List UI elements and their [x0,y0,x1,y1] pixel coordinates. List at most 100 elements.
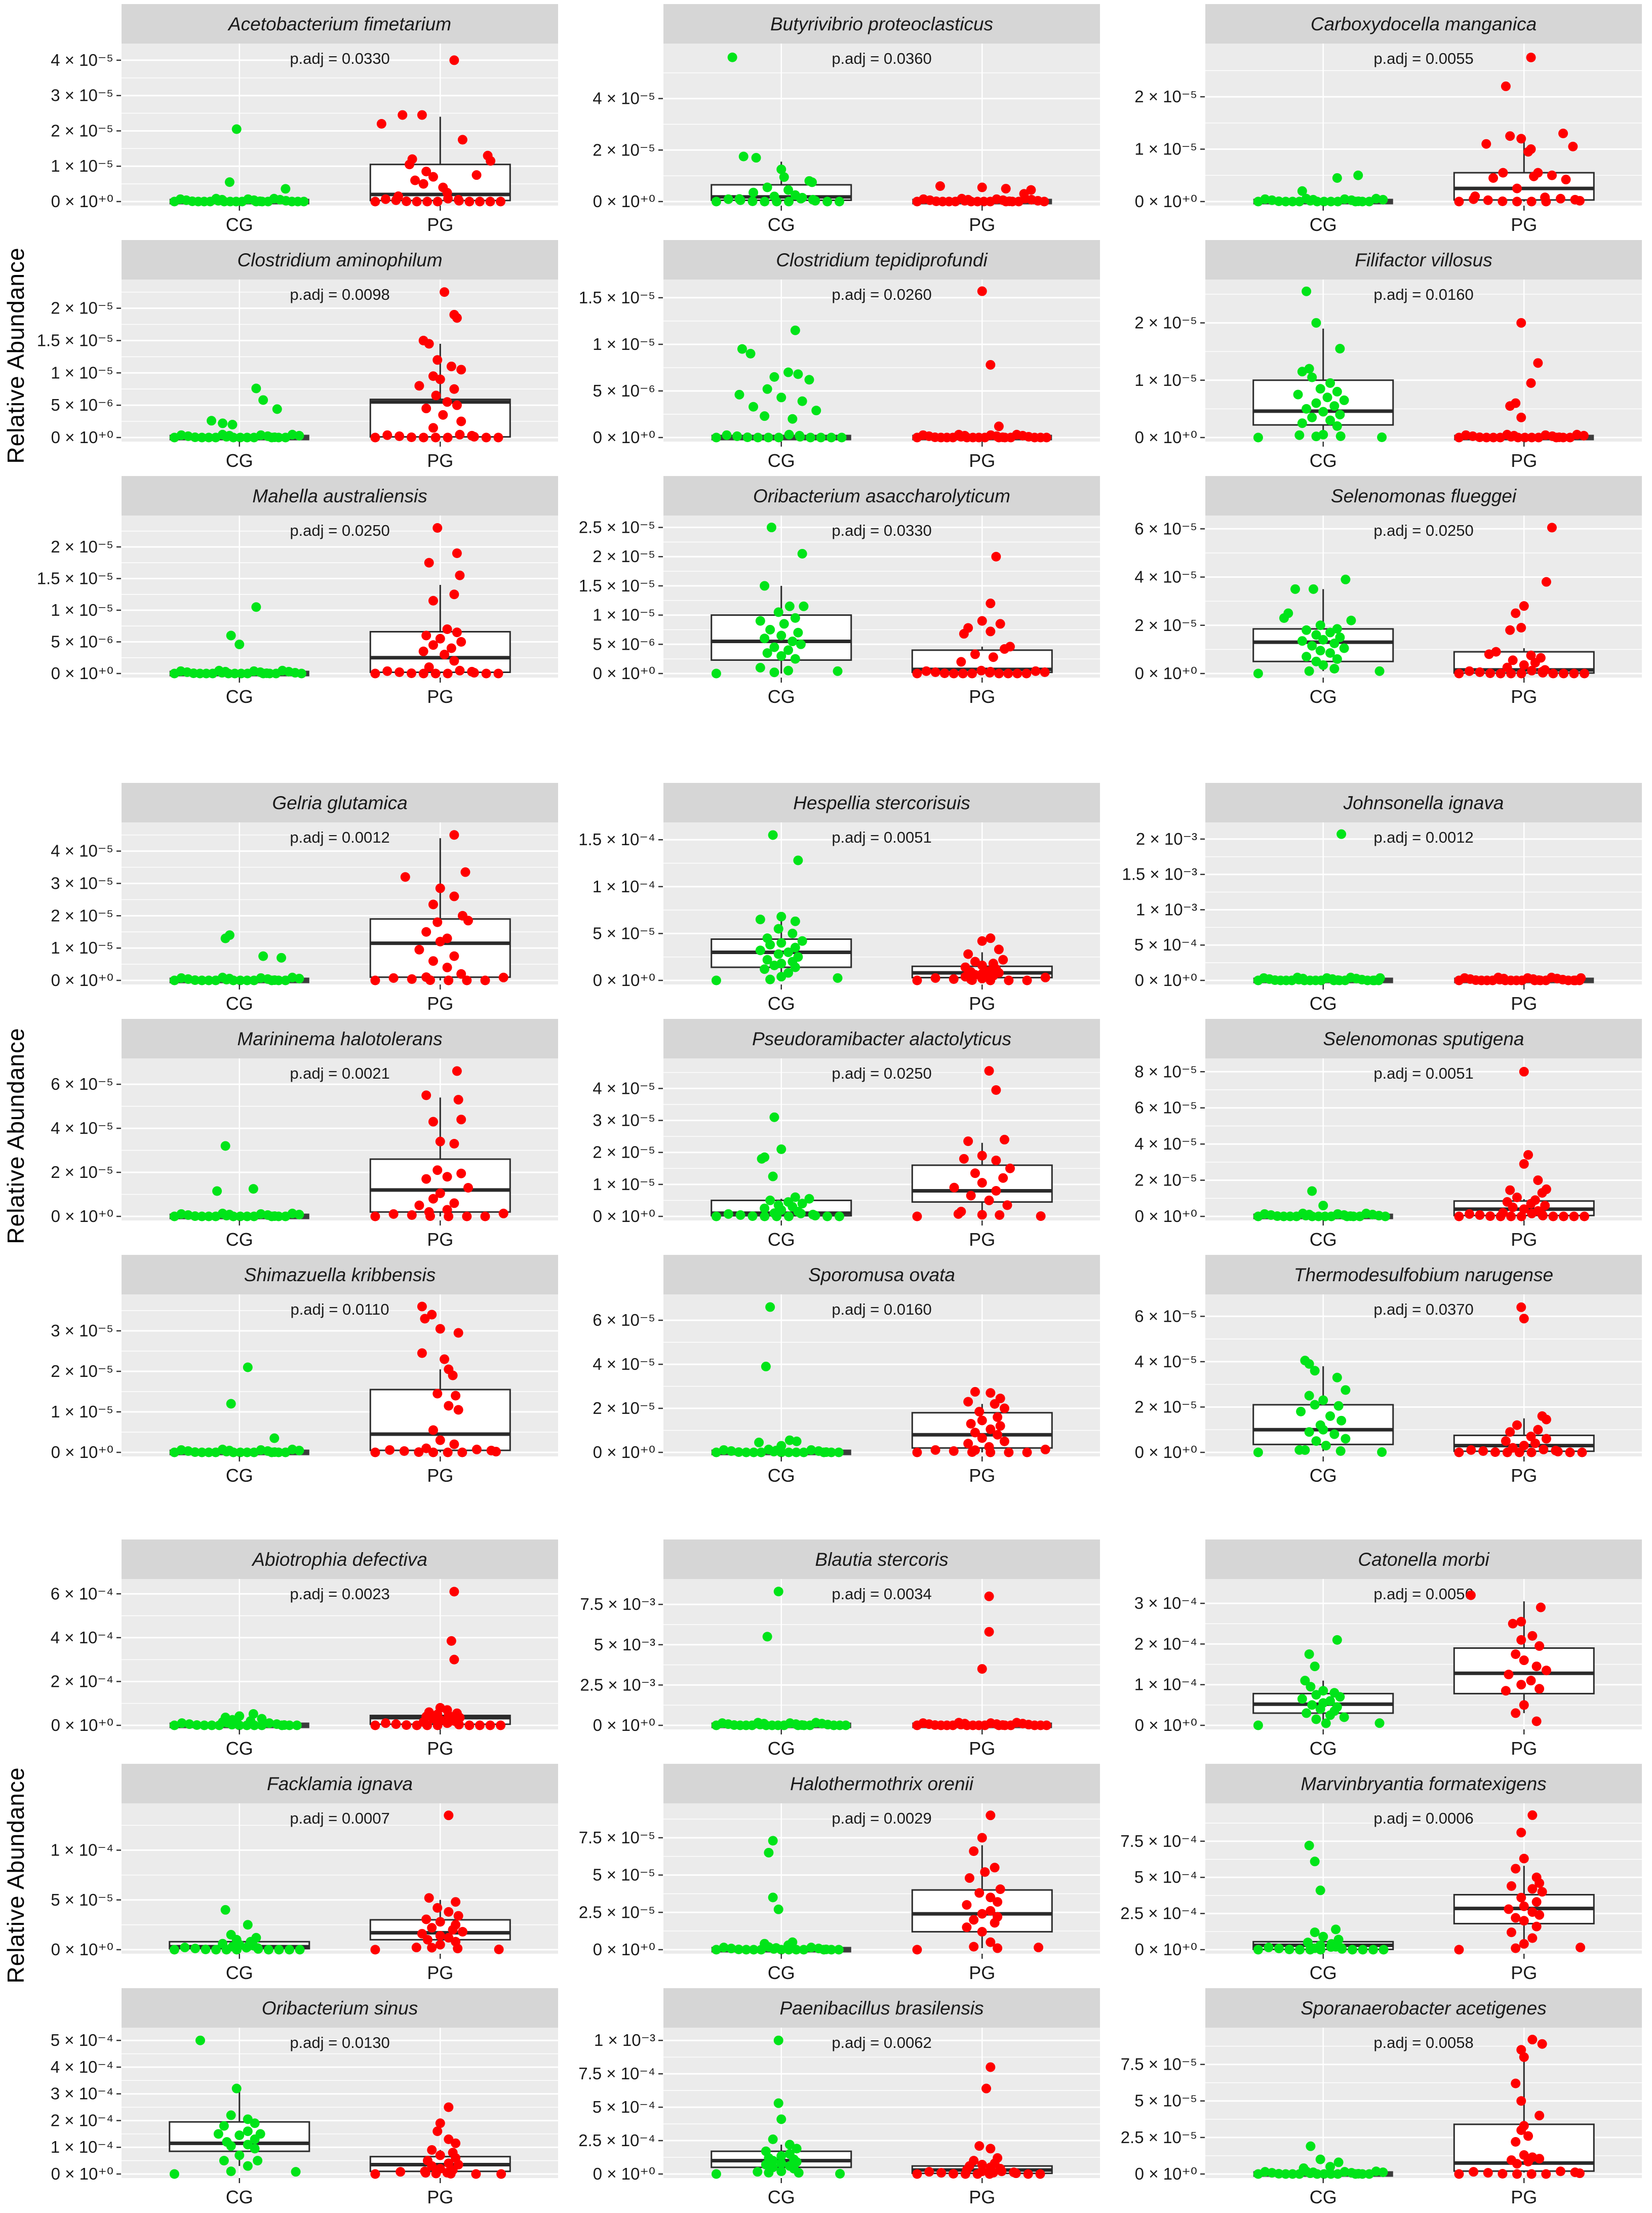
facet-title: Facklamia ignava [267,1773,413,1794]
data-point [1332,173,1342,183]
data-point [805,432,815,443]
data-point [826,432,836,443]
data-point [214,1720,224,1730]
data-point [816,432,826,443]
data-point [1511,1913,1521,1923]
data-point [1325,1710,1335,1720]
data-point [993,1412,1003,1422]
data-point [250,2134,260,2144]
data-point [793,627,803,638]
data-point [737,344,747,354]
data-point [1569,668,1579,679]
data-point [424,1893,434,1903]
data-point [939,668,950,678]
data-point [462,975,472,985]
data-point [745,348,756,359]
data-point [446,2169,456,2179]
data-point [267,432,277,443]
data-point [1325,648,1335,658]
data-point [768,2134,778,2144]
data-point [1321,1441,1331,1451]
data-point [776,651,786,661]
data-point [1337,1944,1347,1954]
data-point [1490,1447,1500,1457]
data-point [273,1447,284,1457]
data-point [1538,667,1548,678]
panel-block-3: Relative Abundance 0 × 10⁺⁰ 2 × 10⁻⁴ 4 × 1… [0,1538,1652,2211]
facet-panel: 0 × 10⁺⁰ 2.5 × 10⁻⁴ 5 × 10⁻⁴ 7.5 × 10⁻⁴ 1 × … [578,1988,1100,2207]
y-tick-label: 1 × 10⁻⁵ [51,601,113,619]
data-point [169,1945,179,1955]
y-tick-label: 2 × 10⁻⁵ [593,1399,655,1417]
data-point [768,2156,778,2166]
data-point [794,2168,804,2178]
data-point [443,432,453,443]
data-point [234,1720,245,1730]
data-point [1041,432,1051,443]
data-point [986,626,996,637]
data-point [220,933,230,943]
data-point [776,1144,786,1154]
data-point [1508,1618,1518,1629]
data-point [1302,404,1312,414]
facet-strip [122,1539,558,1579]
data-point [251,602,261,612]
data-point [1527,1810,1538,1820]
facet-strip [663,476,1100,516]
data-point [960,2169,970,2179]
data-point [456,637,466,647]
data-point [440,287,450,297]
data-point [471,2169,481,2179]
data-point [977,1151,987,1161]
data-point [974,1888,985,1898]
y-tick-label: 0 × 10⁺⁰ [51,1940,113,1959]
panel-block-1: Relative Abundance 0 × 10⁺⁰ 1 × 10⁻⁵ 2 × 1… [0,0,1652,711]
data-point [791,1945,801,1955]
data-point [204,1447,214,1457]
data-point [1483,195,1493,205]
data-point [1530,658,1540,668]
padj-label: p.adj = 0.0006 [1373,1809,1473,1827]
data-point [443,668,453,679]
data-point [242,1720,252,1730]
data-point [442,624,452,634]
data-point [370,1447,380,1457]
y-tick-label: 0 × 10⁺⁰ [1135,428,1197,447]
y-tick-label: 7.5 × 10⁻³ [580,1595,655,1613]
data-point [1526,53,1536,63]
data-point [734,1447,744,1457]
facet-strip [663,1764,1100,1803]
facet-panel: 0 × 10⁺⁰ 2.5 × 10⁻⁵ 5 × 10⁻⁵ 7.5 × 10⁻⁵ Spor… [1121,1988,1642,2207]
data-point [755,662,765,673]
facet-panel: 0 × 10⁺⁰ 5 × 10⁻⁶ 1 × 10⁻⁵ 1.5 × 10⁻⁵ Clostr… [579,240,1100,471]
data-point [274,1945,284,1955]
y-tick-label: 1.5 × 10⁻⁵ [579,288,655,307]
data-point [291,2167,301,2177]
data-point [428,1447,439,1457]
data-point [995,619,1005,629]
x-tick-label: CG [768,686,795,707]
x-tick-label: PG [427,1229,453,1250]
data-point [726,1446,736,1456]
y-tick-label: 0 × 10⁺⁰ [593,1940,655,1959]
data-point [986,1388,996,1398]
data-point [1329,638,1340,648]
data-point [792,2144,802,2154]
data-point [442,1172,452,1182]
data-point [453,1328,463,1338]
data-point [788,414,798,424]
data-point [1307,372,1317,382]
data-point [281,184,291,194]
data-point [1253,1720,1263,1730]
data-point [1551,432,1561,443]
y-axis-title: Relative Abundance [3,1028,29,1244]
data-point [986,975,996,985]
data-point [1315,1704,1325,1714]
data-point [1253,1447,1263,1457]
data-point [1548,1211,1558,1221]
data-point [1351,2169,1361,2179]
data-point [986,1906,996,1916]
data-point [755,915,765,925]
data-point [382,430,392,440]
data-point [1519,1853,1529,1864]
